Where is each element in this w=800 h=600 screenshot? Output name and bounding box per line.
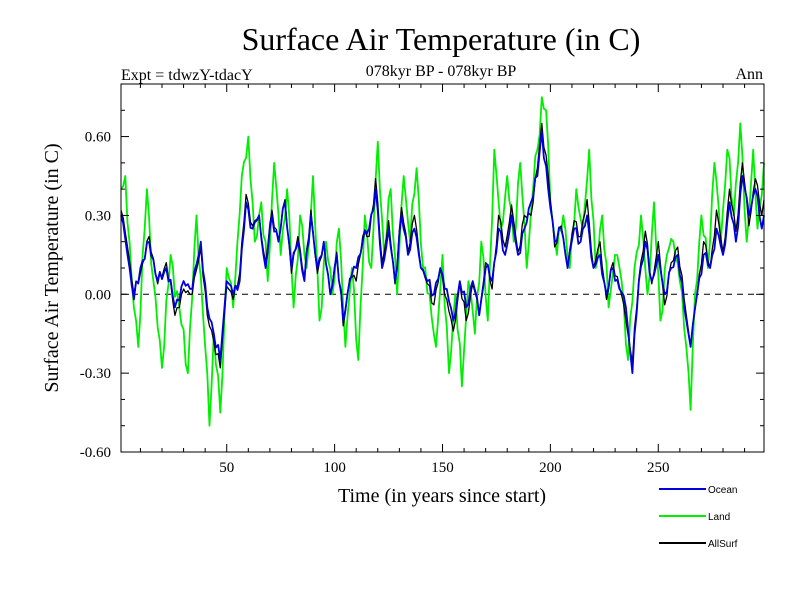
y-tick-label: -0.60 bbox=[80, 445, 111, 461]
x-tick-label: 150 bbox=[431, 460, 454, 476]
x-tick-label: 200 bbox=[539, 460, 562, 476]
legend: Ocean Land AllSurf bbox=[659, 485, 738, 550]
y-tick-label: 0.00 bbox=[85, 287, 111, 303]
season-label: Ann bbox=[735, 66, 763, 83]
legend-label-allsurf: AllSurf bbox=[708, 539, 738, 550]
legend-label-land: Land bbox=[708, 512, 730, 523]
x-tick-label: 50 bbox=[219, 460, 234, 476]
x-tick-label: 100 bbox=[323, 460, 346, 476]
series-layer bbox=[120, 96, 765, 427]
chart-title: Surface Air Temperature (in C) bbox=[242, 21, 641, 57]
series-line-land bbox=[120, 96, 765, 427]
y-tick-label: -0.30 bbox=[80, 366, 111, 382]
experiment-label: Expt = tdwzY-tdacY bbox=[121, 67, 253, 84]
chart-subtitle: 078kyr BP - 078kyr BP bbox=[366, 63, 517, 80]
legend-label-ocean: Ocean bbox=[708, 485, 737, 496]
x-axis-label: Time (in years since start) bbox=[338, 485, 546, 507]
y-axis-label: Surface Air Temperature (in C) bbox=[41, 143, 63, 392]
ticks-layer: 50 100 150 200 250 -0.60 -0.30 0.00 0.30 0.60 bbox=[80, 84, 764, 476]
y-tick-label: 0.30 bbox=[85, 208, 111, 224]
series-line-allsurf bbox=[120, 122, 765, 369]
x-tick-label: 250 bbox=[647, 460, 670, 476]
series-line-ocean bbox=[120, 130, 765, 374]
y-tick-label: 0.60 bbox=[85, 130, 111, 146]
